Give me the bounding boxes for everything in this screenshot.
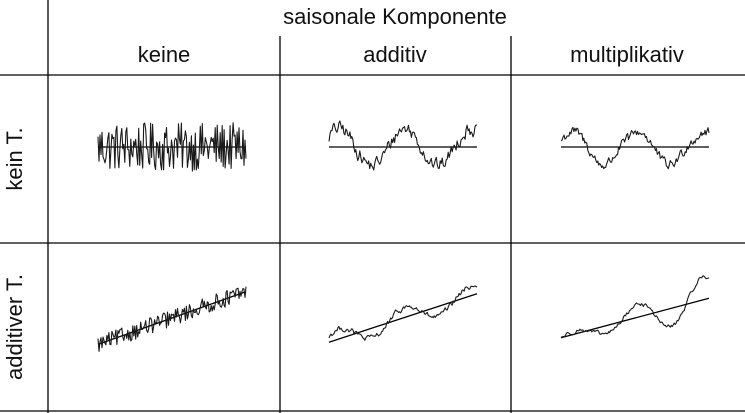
column-header-multiplicative: multiplikativ: [570, 42, 684, 67]
row-header-no-trend: kein T.: [2, 127, 27, 190]
column-header-additive: additiv: [363, 42, 427, 67]
time-series-line: [328, 120, 478, 171]
time-series-line: [560, 275, 710, 338]
time-series-line: [97, 122, 247, 172]
reference-line: [328, 293, 478, 343]
time-series-line: [560, 126, 710, 170]
column-group-title: saisonale Komponente: [283, 4, 507, 29]
example-plots: [97, 120, 710, 352]
time-series-line: [328, 285, 478, 341]
time-series-line: [97, 286, 247, 352]
row-header-additive-trend: additiver T.: [2, 274, 27, 380]
column-header-none: keine: [138, 42, 191, 67]
